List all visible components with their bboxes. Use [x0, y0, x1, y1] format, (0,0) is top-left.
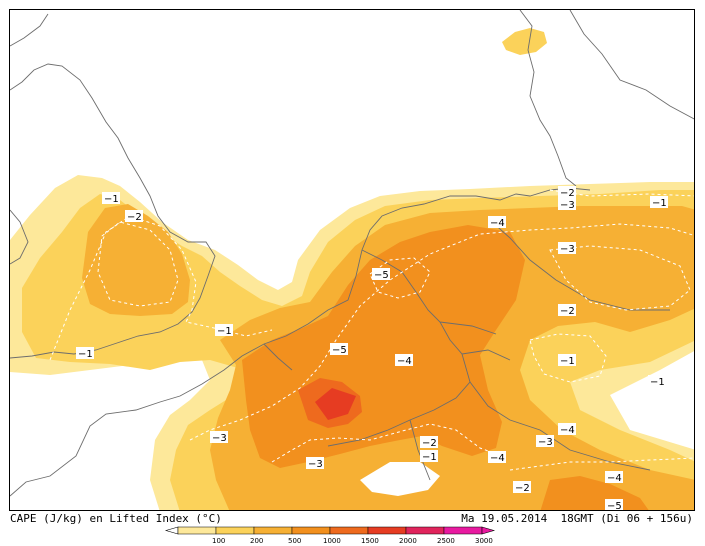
li-label: −2 — [125, 210, 143, 223]
li-label: −4 — [488, 451, 506, 464]
li-label-text: −2 — [127, 212, 142, 223]
coast-britain-west — [10, 209, 29, 265]
li-label-text: −2 — [560, 188, 575, 199]
cape-area-1000 — [242, 225, 649, 510]
colorbar-swatch — [177, 526, 217, 535]
li-label: −2 — [420, 436, 438, 449]
li-label: −3 — [536, 435, 554, 448]
li-contour-8 — [509, 457, 694, 471]
li-label: −1 — [102, 192, 120, 205]
li-label-text: −3 — [538, 437, 553, 448]
colorbar-swatch — [253, 526, 293, 535]
coast-continent — [10, 187, 591, 497]
li-label-text: −4 — [397, 356, 412, 367]
li-label-text: −1 — [650, 377, 665, 388]
li-label: −3 — [558, 242, 576, 255]
colorbar-tick-label: 3000 — [475, 537, 493, 545]
li-label: −4 — [558, 423, 576, 436]
li-contour-4 — [271, 423, 503, 463]
li-label: −1 — [76, 347, 94, 360]
colorbar-tick-label: 1500 — [361, 537, 379, 545]
colorbar-swatch — [215, 526, 255, 535]
li-label: −1 — [650, 196, 668, 209]
li-label-text: −4 — [607, 473, 622, 484]
li-label: −2 — [558, 186, 576, 199]
colorbar-right-arrow — [481, 526, 496, 535]
li-contour-5 — [369, 257, 431, 299]
map-frame: −1 −2 −1 −1 −5 −4 −2 −3 −1 −3 −2 −5 −4 −1 −1 −3 −4 −2 −1 −4… — [9, 9, 695, 511]
li-label: −5 — [605, 499, 623, 511]
li-label: −1 — [420, 450, 438, 463]
colorbar-swatch — [405, 526, 445, 535]
li-label: −2 — [513, 481, 531, 494]
li-label-text: −3 — [560, 200, 575, 211]
colorbar-tick-label: 1000 — [323, 537, 341, 545]
li-label-text: −1 — [78, 349, 93, 360]
li-contour-3 — [189, 223, 694, 441]
li-label: −3 — [306, 457, 324, 470]
li-label-text: −1 — [104, 194, 119, 205]
li-label: −1 — [648, 375, 666, 388]
colorbar-left-arrow — [164, 526, 179, 535]
footer-left-title: CAPE (J/kg) en Lifted Index (°C) — [10, 512, 222, 525]
colorbar-tick-label: 500 — [288, 537, 301, 545]
li-label: −1 — [558, 354, 576, 367]
li-label: −4 — [605, 471, 623, 484]
colorbar-ticks: 100 200 500 1000 1500 2000 2500 3000 — [212, 537, 493, 545]
li-label-text: −1 — [652, 198, 667, 209]
li-label-text: −4 — [490, 218, 505, 229]
cape-fields — [10, 28, 694, 510]
li-label-text: −1 — [560, 356, 575, 367]
coastlines — [10, 10, 694, 497]
li-label: −1 — [215, 324, 233, 337]
li-label-text: −5 — [374, 270, 389, 281]
colorbar-swatch — [367, 526, 407, 535]
li-label: −5 — [330, 343, 348, 356]
li-contour-6 — [549, 245, 691, 311]
footer-right-timestamp: Ma 19.05.2014 18GMT (Di 06 + 156u) — [461, 512, 693, 525]
lifted-index-labels: −1−2−1−1−5−4−2−3 −1−3−2−5−4 −1−1−3−4−2−1 −4… — [76, 186, 668, 511]
li-label-text: −5 — [607, 501, 622, 511]
li-label-text: −5 — [332, 345, 347, 356]
li-label: −5 — [372, 268, 390, 281]
colorbar-tick-label: 2500 — [437, 537, 455, 545]
colorbar-swatch — [443, 526, 483, 535]
li-label-text: −4 — [560, 425, 575, 436]
colorbar-tick-label: 200 — [250, 537, 263, 545]
li-label: −3 — [558, 198, 576, 211]
colorbar-swatches — [164, 526, 496, 535]
li-label-text: −2 — [515, 483, 530, 494]
colorbar-swatch — [291, 526, 331, 535]
li-label-text: −2 — [560, 306, 575, 317]
li-label: −2 — [558, 304, 576, 317]
cape-colorbar: 100 200 500 1000 1500 2000 2500 3000 — [164, 526, 496, 545]
colorbar-swatch — [329, 526, 369, 535]
li-label: −4 — [488, 216, 506, 229]
cape-map: −1−2−1−1−5−4−2−3 −1−3−2−5−4 −1−1−3−4−2−1 −4… — [10, 10, 694, 511]
li-label-text: −2 — [422, 438, 437, 449]
li-label-text: −1 — [217, 326, 232, 337]
colorbar-tick-label: 2000 — [399, 537, 417, 545]
li-label-text: −3 — [560, 244, 575, 255]
coast-scandinavia — [519, 10, 694, 187]
li-label-text: −3 — [212, 433, 227, 444]
coast-britain — [10, 13, 216, 359]
white-gap-south — [360, 462, 440, 496]
li-label: −3 — [210, 431, 228, 444]
li-label-text: −1 — [422, 452, 437, 463]
cape-area-2000 — [315, 388, 356, 420]
li-label: −4 — [395, 354, 413, 367]
colorbar-tick-label: 100 — [212, 537, 225, 545]
li-label-text: −3 — [308, 459, 323, 470]
li-label-text: −4 — [490, 453, 505, 464]
cape-area-north-blob — [502, 28, 547, 55]
li-contour-1 — [49, 215, 273, 361]
country-borders — [263, 219, 670, 481]
li-contour-2 — [97, 221, 179, 307]
